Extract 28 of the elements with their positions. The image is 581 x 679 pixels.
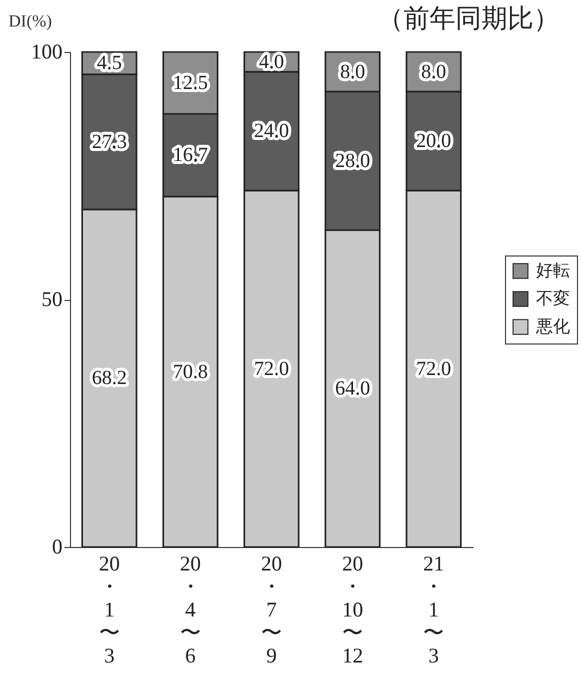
- data-label: 72.0: [416, 358, 452, 380]
- data-label: 20.0: [416, 130, 452, 152]
- y-tick-label: 50: [42, 287, 62, 311]
- data-label: 72.0: [254, 358, 289, 380]
- x-tick-label: 20・7〜9: [261, 552, 282, 668]
- data-label: 70.8: [172, 360, 208, 383]
- y-tick-label: 0: [52, 534, 62, 558]
- data-label: 64.0: [335, 378, 370, 400]
- data-label: 4.0: [259, 50, 284, 73]
- legend-label: 好転: [536, 261, 570, 281]
- data-label: 68.2: [92, 367, 127, 390]
- data-label: 8.0: [421, 60, 446, 83]
- y-axis-title: DI(%): [8, 12, 52, 30]
- data-label: 27.3: [92, 130, 127, 153]
- data-label: 12.5: [172, 72, 208, 94]
- x-tick-label: 20・4〜6: [180, 552, 201, 668]
- legend-label: 不変: [536, 289, 570, 309]
- data-label: 4.5: [96, 52, 122, 74]
- data-label: 8.0: [340, 60, 366, 83]
- chart-title: （前年同期比）: [378, 4, 560, 34]
- x-tick-label: 20・10〜12: [342, 552, 364, 668]
- x-tick-label: 21・1〜3: [423, 552, 444, 668]
- x-tick-label: 20・1〜3: [98, 552, 120, 668]
- data-label: 16.7: [172, 144, 208, 166]
- data-label: 24.0: [254, 120, 289, 142]
- data-label: 28.0: [335, 150, 370, 172]
- legend-label: 悪化: [535, 317, 570, 337]
- y-tick-label: 100: [31, 40, 62, 64]
